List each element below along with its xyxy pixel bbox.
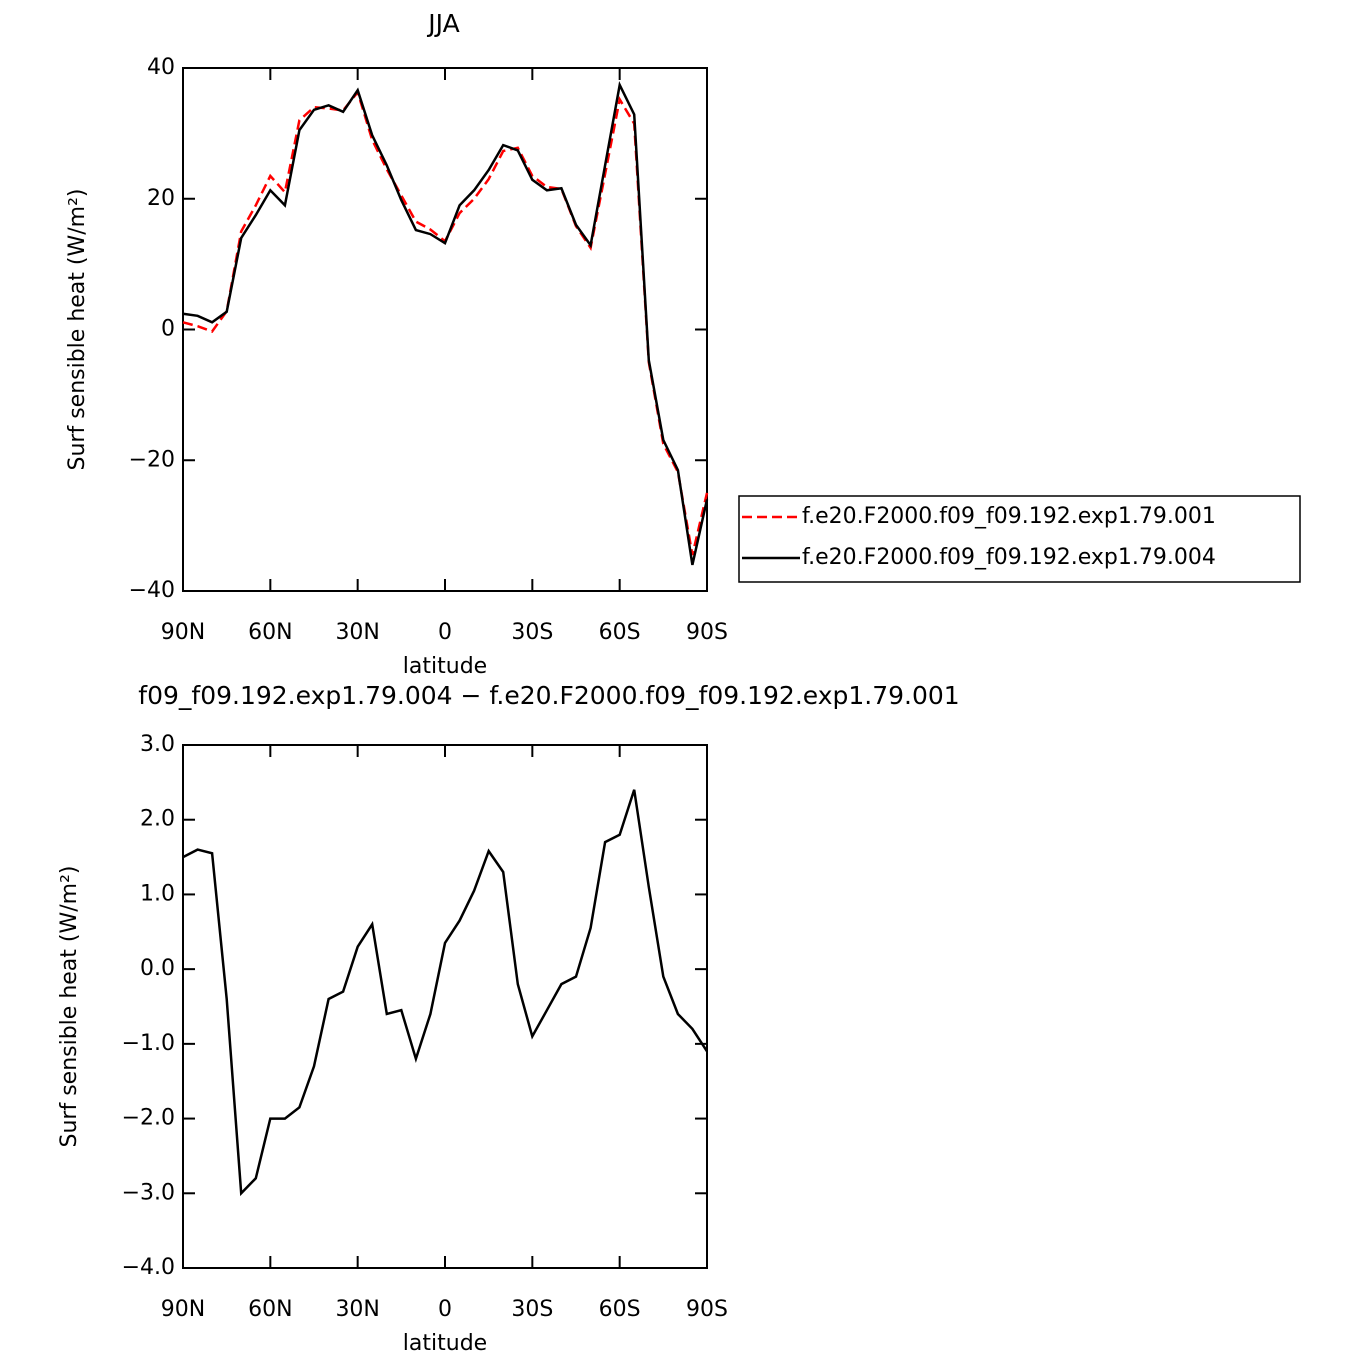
data-line [182, 81, 709, 566]
y-tick-label: −4.0 [122, 1255, 175, 1280]
data-line [182, 89, 709, 556]
x-tick-label: 30N [335, 1297, 379, 1322]
y-tick-label: 1.0 [140, 881, 175, 906]
legend-box [738, 495, 1301, 583]
y-tick-label: −2.0 [122, 1106, 175, 1131]
y-tick-label: 2.0 [140, 807, 175, 832]
x-tick-label: 60S [599, 620, 641, 645]
plot-frame [182, 67, 708, 592]
x-tick-label: 30S [511, 1297, 553, 1322]
y-tick-label: −1.0 [122, 1031, 175, 1056]
y-tick-label: 0 [161, 317, 175, 342]
x-tick-label: 90N [161, 620, 205, 645]
y-tick-label: −20 [129, 447, 175, 472]
y-tick-label: 20 [147, 186, 175, 211]
x-tick-label: 60N [248, 620, 292, 645]
x-tick-label: 30S [511, 620, 553, 645]
chart-title: f09_f09.192.exp1.79.004 − f.e20.F2000.f0… [138, 681, 959, 710]
y-tick-label: 3.0 [140, 732, 175, 757]
x-tick-label: 60S [599, 1297, 641, 1322]
y-tick-label: 40 [147, 55, 175, 80]
chart-title: JJA [426, 9, 459, 38]
y-axis-label: Surf sensible heat (W/m²) [65, 189, 90, 471]
x-tick-label: 0 [438, 1297, 452, 1322]
x-tick-label: 0 [438, 620, 452, 645]
plot-frame [182, 744, 708, 1269]
x-tick-label: 90S [686, 620, 728, 645]
y-tick-label: −40 [129, 578, 175, 603]
y-tick-label: 0.0 [140, 956, 175, 981]
x-tick-label: 60N [248, 1297, 292, 1322]
legend-label: f.e20.F2000.f09_f09.192.exp1.79.004 [802, 545, 1216, 570]
legend-label: f.e20.F2000.f09_f09.192.exp1.79.001 [802, 504, 1216, 529]
x-tick-label: 30N [335, 620, 379, 645]
x-axis-label: latitude [403, 1331, 487, 1356]
x-tick-label: 90N [161, 1297, 205, 1322]
x-axis-label: latitude [403, 654, 487, 679]
y-tick-label: −3.0 [122, 1180, 175, 1205]
y-axis-label: Surf sensible heat (W/m²) [57, 866, 82, 1148]
x-tick-label: 90S [686, 1297, 728, 1322]
data-line [182, 789, 709, 1197]
